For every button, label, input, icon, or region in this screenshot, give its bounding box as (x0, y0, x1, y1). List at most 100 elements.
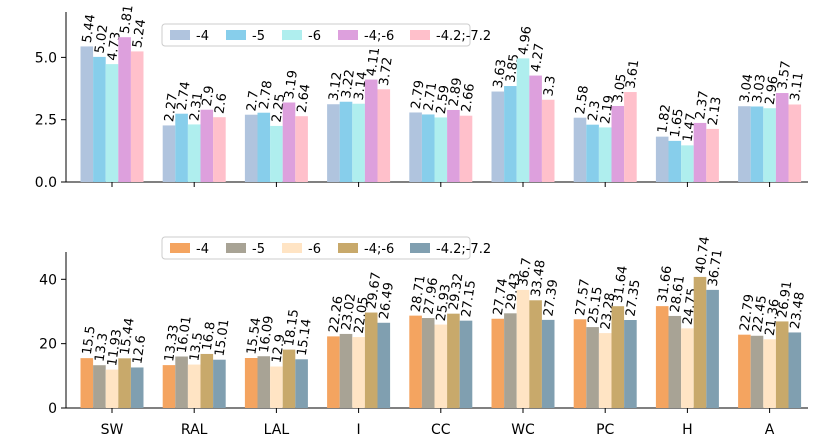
data-label: 31.66 (655, 265, 675, 304)
data-label: 27.57 (573, 278, 593, 317)
bar-h-3 (693, 276, 707, 408)
bar-lal-3 (282, 349, 296, 408)
data-label: 16.01 (175, 315, 195, 354)
data-label: 2.89 (447, 77, 466, 108)
x-tick-label: PC (596, 422, 614, 438)
data-label: 40.74 (693, 236, 713, 275)
legend-label: -6 (308, 242, 321, 257)
bar-a-3 (775, 321, 789, 408)
data-label: 25.93 (434, 283, 454, 322)
bar-lal-1 (257, 112, 271, 182)
data-label: 3.12 (327, 71, 346, 102)
bar-lal-2 (270, 125, 283, 182)
bar-lal-0 (244, 114, 258, 182)
legend-box (161, 236, 471, 260)
bar-wc-2 (516, 289, 530, 408)
data-label: 3.72 (377, 56, 396, 87)
y-tick-label: 20 (39, 337, 57, 353)
bar-sw-2 (105, 64, 119, 182)
data-label: 16.09 (257, 315, 277, 354)
bar-sw-1 (93, 365, 106, 408)
data-label: 4.27 (529, 42, 548, 73)
bar-h-0 (655, 136, 669, 182)
data-label: 15.14 (295, 318, 315, 357)
data-label: 2.6 (213, 92, 231, 115)
bar-a-2 (763, 339, 776, 408)
bar-h-2 (681, 328, 694, 408)
bar-a-4 (788, 332, 802, 408)
bar-i-3 (364, 79, 378, 182)
data-label: 3.57 (775, 60, 794, 91)
data-label: 22.26 (327, 295, 347, 334)
bar-i-4 (377, 89, 391, 182)
data-label: 28.71 (409, 274, 429, 313)
bar-lal-1 (257, 356, 271, 408)
data-label: 2.13 (706, 96, 725, 127)
bar-cc-1 (421, 114, 435, 182)
data-label: 12.6 (130, 334, 149, 365)
bar-wc-0 (491, 91, 505, 182)
legend-label: -4;-6 (364, 29, 394, 44)
legend: -4 -5 -6 -4;-6 -4.2;-7.2 (161, 236, 491, 260)
data-label: 11.93 (105, 328, 125, 367)
data-label: 2.79 (409, 79, 428, 110)
x-tick-label: CC (431, 422, 451, 438)
x-tick-label: WC (511, 422, 535, 438)
bar-ral-3 (200, 109, 214, 182)
legend-swatch (338, 243, 358, 253)
bar-sw-0 (80, 46, 94, 183)
legend-box (161, 23, 471, 47)
bar-i-2 (352, 103, 365, 182)
bar-pc-4 (624, 320, 637, 408)
data-label: 22.45 (750, 294, 770, 333)
bar-pc-1 (586, 124, 599, 182)
bar-cc-0 (409, 315, 422, 408)
data-label: 2.3 (586, 100, 604, 123)
bar-i-3 (364, 312, 378, 408)
data-label: 3.11 (788, 71, 807, 102)
bar-sw-0 (80, 358, 94, 408)
bar-a-1 (750, 335, 764, 408)
bar-ral-0 (162, 125, 176, 182)
legend-swatch (282, 243, 302, 253)
bar-cc-2 (434, 324, 448, 408)
bar-sw-3 (118, 37, 131, 182)
legend-swatch (282, 30, 302, 40)
bar-h-4 (706, 128, 719, 182)
legend-swatch (170, 243, 190, 253)
data-label: 15.5 (80, 325, 99, 356)
bar-ral-2 (187, 124, 201, 182)
data-label: 31.64 (611, 265, 631, 304)
legend-swatch (410, 243, 430, 253)
bar-i-1 (339, 101, 353, 182)
data-label: 2.64 (295, 83, 314, 114)
legend-label: -5 (252, 242, 265, 257)
y-tick-label: 0.0 (35, 175, 57, 191)
data-label: 5.81 (118, 4, 137, 35)
bar-ral-2 (187, 364, 201, 408)
bar-cc-3 (447, 109, 460, 182)
data-label: 3.03 (750, 73, 769, 104)
data-label: 15.54 (244, 317, 264, 356)
data-label: 2.66 (459, 83, 478, 114)
bar-h-0 (655, 306, 669, 408)
data-label: 2.78 (257, 80, 276, 111)
bar-h-3 (693, 122, 707, 182)
data-label: 23.02 (339, 293, 359, 332)
data-label: 2.74 (175, 81, 194, 112)
data-label: 5.02 (93, 24, 112, 55)
data-label: 28.61 (668, 275, 688, 314)
legend-swatch (338, 30, 358, 40)
data-label: 2.58 (573, 84, 592, 115)
data-label: 27.39 (541, 278, 561, 317)
bar-h-4 (706, 289, 719, 408)
data-label: 2.9 (200, 85, 218, 108)
data-label: 2.71 (421, 81, 440, 112)
bar-h-2 (681, 145, 694, 182)
bar-pc-3 (611, 306, 625, 408)
bar-lal-4 (295, 359, 308, 408)
bar-sw-4 (130, 51, 144, 182)
bar-wc-1 (504, 313, 517, 408)
data-label: 2.59 (434, 84, 453, 115)
